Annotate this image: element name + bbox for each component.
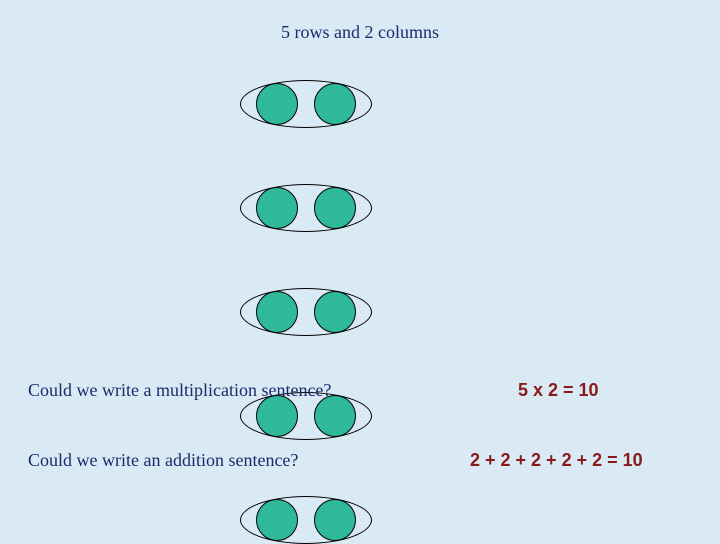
addition-question: Could we write an addition sentence? xyxy=(28,450,298,471)
array-circle xyxy=(314,395,356,437)
addition-answer: 2 + 2 + 2 + 2 + 2 = 10 xyxy=(470,450,643,471)
array-circle xyxy=(314,187,356,229)
page-title: 5 rows and 2 columns xyxy=(0,22,720,43)
array-circle xyxy=(256,83,298,125)
array-circle xyxy=(314,83,356,125)
array-circle xyxy=(256,291,298,333)
multiplication-answer: 5 x 2 = 10 xyxy=(518,380,599,401)
array-row xyxy=(240,184,370,230)
addition-row: Could we write an addition sentence? 2 +… xyxy=(28,450,708,471)
array-circle xyxy=(256,499,298,541)
array-row xyxy=(240,496,370,542)
circle-array xyxy=(240,80,370,340)
array-row xyxy=(240,288,370,334)
multiplication-question: Could we write a multiplication sentence… xyxy=(28,380,331,401)
array-circle xyxy=(256,187,298,229)
array-circle xyxy=(314,291,356,333)
array-circle xyxy=(314,499,356,541)
array-circle xyxy=(256,395,298,437)
multiplication-row: Could we write a multiplication sentence… xyxy=(28,380,708,401)
array-row xyxy=(240,80,370,126)
